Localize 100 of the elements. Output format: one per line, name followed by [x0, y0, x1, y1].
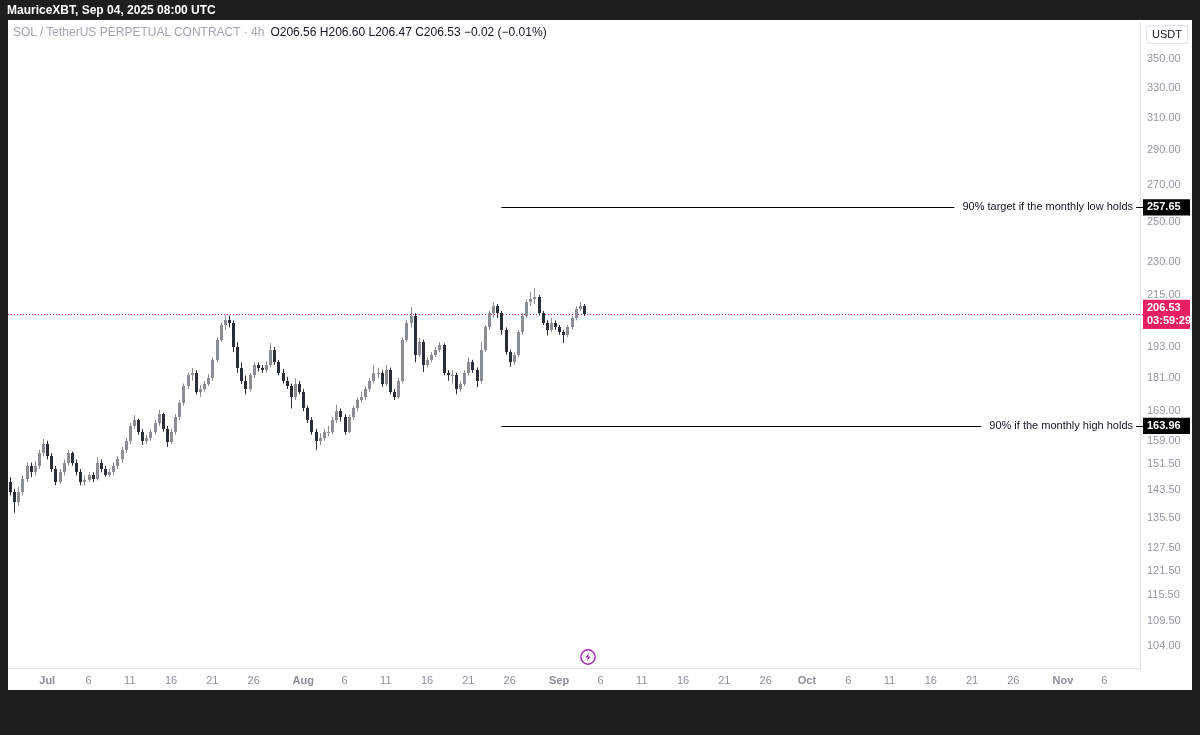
y-tick-label: 127.50: [1147, 540, 1181, 553]
candlestick: [46, 440, 49, 460]
chart-subtitle: O206.56 H206.60 L206.47 C206.53 −0.02 (−0.01%): [270, 25, 547, 39]
x-tick-label: Aug: [292, 673, 314, 686]
candlestick: [500, 310, 503, 336]
candlestick: [335, 404, 338, 424]
candlestick: [236, 341, 239, 374]
ref-line-label: 90% if the monthly high holds: [989, 418, 1134, 431]
candlestick: [521, 312, 524, 336]
x-tick-label: 6: [85, 673, 92, 686]
x-tick-label: 11: [636, 673, 648, 686]
y-tick-label: 104.00: [1147, 639, 1181, 652]
y-tick-label: 181.00: [1147, 371, 1181, 384]
candlestick: [505, 326, 508, 356]
candlestick: [174, 413, 177, 436]
x-tick-label: 16: [420, 673, 434, 686]
x-tick-label: 16: [676, 673, 690, 686]
x-tick-label: Oct: [797, 673, 817, 686]
candlestick: [418, 337, 421, 358]
candlestick: [422, 339, 425, 373]
candlestick: [397, 377, 400, 400]
y-tick-label: 206.53 03:59:29: [1147, 300, 1192, 326]
y-tick-label: 250.00: [1147, 214, 1181, 227]
x-tick-label: 16: [164, 673, 178, 686]
y-tick-label: 115.50: [1147, 588, 1180, 601]
x-tick-label: 21: [965, 673, 979, 686]
y-tick-label: 270.00: [1147, 177, 1181, 190]
candlestick: [372, 364, 375, 385]
candlestick: [26, 462, 29, 483]
candlestick: [195, 369, 198, 395]
candlestick: [182, 383, 185, 407]
candlestick: [476, 367, 479, 388]
x-tick-label: 6: [597, 673, 604, 686]
candlestick: [211, 356, 214, 382]
candlestick: [13, 488, 16, 514]
y-tick-label: 135.50: [1147, 511, 1181, 524]
candlestick: [240, 361, 243, 385]
x-tick-label: 26: [503, 673, 516, 686]
x-tick-label: 26: [759, 673, 772, 686]
candlestick: [54, 465, 57, 486]
x-tick-label: Nov: [1052, 673, 1075, 686]
x-tick-label: 21: [718, 673, 731, 686]
x-tick-label: 16: [924, 673, 937, 686]
candlestick: [249, 372, 252, 393]
x-tick-label: 6: [1101, 673, 1108, 686]
y-tick-label: 290.00: [1147, 143, 1181, 156]
candlestick: [348, 413, 351, 434]
x-tick-label: 11: [380, 673, 392, 686]
y-tick-label: 151.50: [1147, 457, 1181, 470]
candlestick: [166, 425, 169, 448]
candlestick: [244, 374, 247, 395]
x-tick-label: 21: [206, 673, 219, 686]
y-tick-label: 215.00: [1147, 287, 1181, 300]
y-tick-label: 350.00: [1147, 52, 1181, 65]
candlestick: [451, 369, 454, 385]
candlestick: [9, 476, 12, 496]
candlestick: [467, 356, 470, 376]
candlestick: [484, 324, 487, 353]
candlestick: [455, 372, 458, 395]
x-tick-label: 6: [341, 673, 348, 686]
y-tick-label: 159.00: [1147, 433, 1181, 446]
candlestick: [96, 456, 99, 481]
candlestick: [269, 342, 272, 369]
candlestick: [538, 294, 541, 317]
candlestick: [315, 428, 318, 451]
y-axis-title: USDT: [1146, 25, 1188, 44]
x-tick-label: 21: [462, 673, 475, 686]
candlestick: [17, 486, 20, 507]
x-tick-label: 11: [124, 673, 136, 686]
candlestick: [344, 413, 347, 436]
candlestick: [38, 449, 41, 470]
x-tick-label: 11: [883, 673, 896, 686]
y-tick-label: 169.00: [1147, 404, 1181, 417]
candlestick: [232, 319, 235, 353]
x-tick-label: 6: [845, 673, 852, 686]
candlestick: [385, 364, 388, 387]
candlestick: [517, 329, 520, 358]
x-tick-label: Jul: [39, 673, 56, 686]
y-tick-label: 109.50: [1147, 614, 1181, 627]
candlestick: [216, 336, 219, 363]
ref-line-label: 90% target if the monthly low holds: [962, 200, 1134, 213]
x-tick-label: Sep: [549, 673, 570, 686]
text: MauriceXBT, Sep 04, 2025 08:00 UTC: [7, 3, 216, 17]
x-tick-label: 26: [1007, 673, 1020, 686]
candlestick: [178, 399, 181, 421]
candlestick: [129, 422, 132, 445]
candlestick: [294, 377, 297, 401]
y-tick-label: 257.65: [1147, 200, 1181, 213]
candlestick: [410, 306, 413, 328]
x-tick-label: 26: [247, 673, 260, 686]
candlestick: [50, 452, 53, 473]
y-tick-label: 330.00: [1147, 80, 1181, 93]
candlestick: [162, 412, 165, 433]
candlestick: [302, 388, 305, 412]
y-tick-label: 230.00: [1147, 255, 1181, 268]
candlestick: [405, 319, 408, 343]
candlestick: [220, 322, 223, 343]
candlestick: [21, 474, 24, 496]
candlestick: [290, 383, 293, 409]
chart-title: SOL / TetherUS PERPETUAL CONTRACT · 4h: [13, 25, 265, 39]
